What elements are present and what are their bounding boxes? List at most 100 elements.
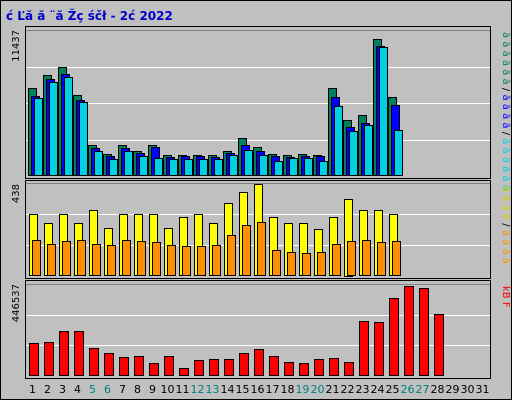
pages-bar xyxy=(214,159,223,176)
x-tick-label: 6 xyxy=(104,383,111,396)
x-tick-label: 3 xyxy=(59,383,66,396)
legend-text: ă ă xyxy=(500,94,511,113)
x-tick-label: 27 xyxy=(416,383,430,396)
kbytes-bar xyxy=(194,360,204,376)
x-tick-label: 13 xyxy=(206,383,220,396)
legend-label-middle: ă ă ă ă / ă ă ă ă xyxy=(500,186,511,264)
kbytes-bar xyxy=(209,359,219,376)
x-tick-label: 23 xyxy=(356,383,370,396)
legend-text: ă ă xyxy=(500,138,511,157)
kbytes-bar xyxy=(374,322,384,376)
legend-text: ă ă xyxy=(500,205,511,224)
legend-text: ă ă xyxy=(500,113,511,132)
kbytes-bar xyxy=(329,358,339,376)
sites-bar xyxy=(347,241,356,276)
legend-text: / xyxy=(500,88,511,95)
x-tick-label: 31 xyxy=(476,383,490,396)
x-tick-label: 24 xyxy=(371,383,385,396)
pages-bar xyxy=(289,158,298,176)
pages-bar xyxy=(184,159,193,176)
sites-bar xyxy=(182,246,191,276)
sites-bar xyxy=(77,240,86,276)
sites-bar xyxy=(272,250,281,276)
x-tick-label: 25 xyxy=(386,383,400,396)
pages-bar xyxy=(109,159,118,176)
legend-text: ă ă xyxy=(500,248,511,263)
kbytes-bar xyxy=(404,286,414,376)
pages-bar xyxy=(229,155,238,176)
kbytes-bar xyxy=(59,331,69,376)
x-tick-label: 7 xyxy=(119,383,126,396)
kbytes-bar xyxy=(134,356,144,376)
x-tick-label: 18 xyxy=(281,383,295,396)
y-max-label: 446537 xyxy=(11,284,22,322)
x-tick-label: 5 xyxy=(89,383,96,396)
pages-bar xyxy=(379,47,388,176)
x-tick-label: 4 xyxy=(74,383,81,396)
kbytes-bar xyxy=(419,288,429,376)
sites-bar xyxy=(257,222,266,276)
graph-title: ć Ľă ă ¨ă Žç śčł - 2ć 2022 xyxy=(6,8,173,23)
pages-bar xyxy=(364,125,373,176)
kbytes-bar xyxy=(284,362,294,376)
kbytes-bar xyxy=(89,348,99,376)
x-tick-label: 15 xyxy=(236,383,250,396)
panel-top: 11437 ă ă ă ă ă ă / ă ă ă ă / ă ă ă ă ă ă xyxy=(11,26,511,191)
legend-text: ă ă xyxy=(500,157,511,176)
sites-bar xyxy=(302,253,311,276)
sites-bar xyxy=(137,241,146,276)
pages-bar xyxy=(199,159,208,176)
kbytes-bar xyxy=(389,298,399,376)
x-axis: 1 2 3 4 5 6 7 8 9 10 11 12 13 14 15 16 17 18 19 20 21 22 23 24 2… xyxy=(29,383,490,396)
kbytes-bar xyxy=(179,368,189,376)
kbytes-bar xyxy=(74,331,84,376)
pages-bar xyxy=(334,106,343,176)
kbytes-bar xyxy=(104,353,114,376)
sites-bar xyxy=(287,252,296,276)
legend-text: ă ă xyxy=(500,176,511,191)
kbytes-bar xyxy=(254,349,264,376)
pages-bar xyxy=(139,156,148,176)
kbytes-bar xyxy=(299,363,309,376)
pages-bar xyxy=(169,159,178,176)
sites-bar xyxy=(227,235,236,276)
kbytes-bar xyxy=(164,356,174,376)
legend-text: ă ă xyxy=(500,69,511,88)
visits-bar xyxy=(344,199,353,277)
sites-bar xyxy=(122,240,131,276)
pages-bar xyxy=(349,131,358,176)
pages-bar xyxy=(394,130,403,176)
x-tick-label: 19 xyxy=(296,383,310,396)
x-tick-label: 14 xyxy=(221,383,235,396)
pages-bar xyxy=(64,77,73,176)
sites-bar xyxy=(167,245,176,276)
sites-bar xyxy=(242,225,251,276)
x-tick-label: 29 xyxy=(446,383,460,396)
legend-text: / xyxy=(500,132,511,139)
legend-text: kB F xyxy=(500,286,511,308)
sites-bar xyxy=(92,244,101,276)
x-tick-label: 17 xyxy=(266,383,280,396)
sites-bar xyxy=(332,244,341,276)
kbytes-bar xyxy=(359,321,369,376)
kbytes-bar xyxy=(224,359,234,376)
kbytes-bar xyxy=(344,362,354,376)
legend-label-bottom: kB F xyxy=(500,286,511,308)
x-tick-label: 11 xyxy=(176,383,190,396)
kbytes-bar xyxy=(239,353,249,376)
sites-bar xyxy=(317,252,326,276)
x-tick-label: 1 xyxy=(29,383,36,396)
kbytes-bar xyxy=(314,359,324,376)
x-tick-label: 26 xyxy=(401,383,415,396)
sites-bar xyxy=(32,240,41,276)
pages-bar xyxy=(79,102,88,176)
x-tick-label: 30 xyxy=(461,383,475,396)
pages-bar xyxy=(124,151,133,176)
pages-bar xyxy=(49,82,58,176)
legend-text: ă ă xyxy=(500,230,511,249)
kbytes-bar xyxy=(149,363,159,376)
x-tick-label: 21 xyxy=(326,383,340,396)
sites-bar xyxy=(197,246,206,276)
